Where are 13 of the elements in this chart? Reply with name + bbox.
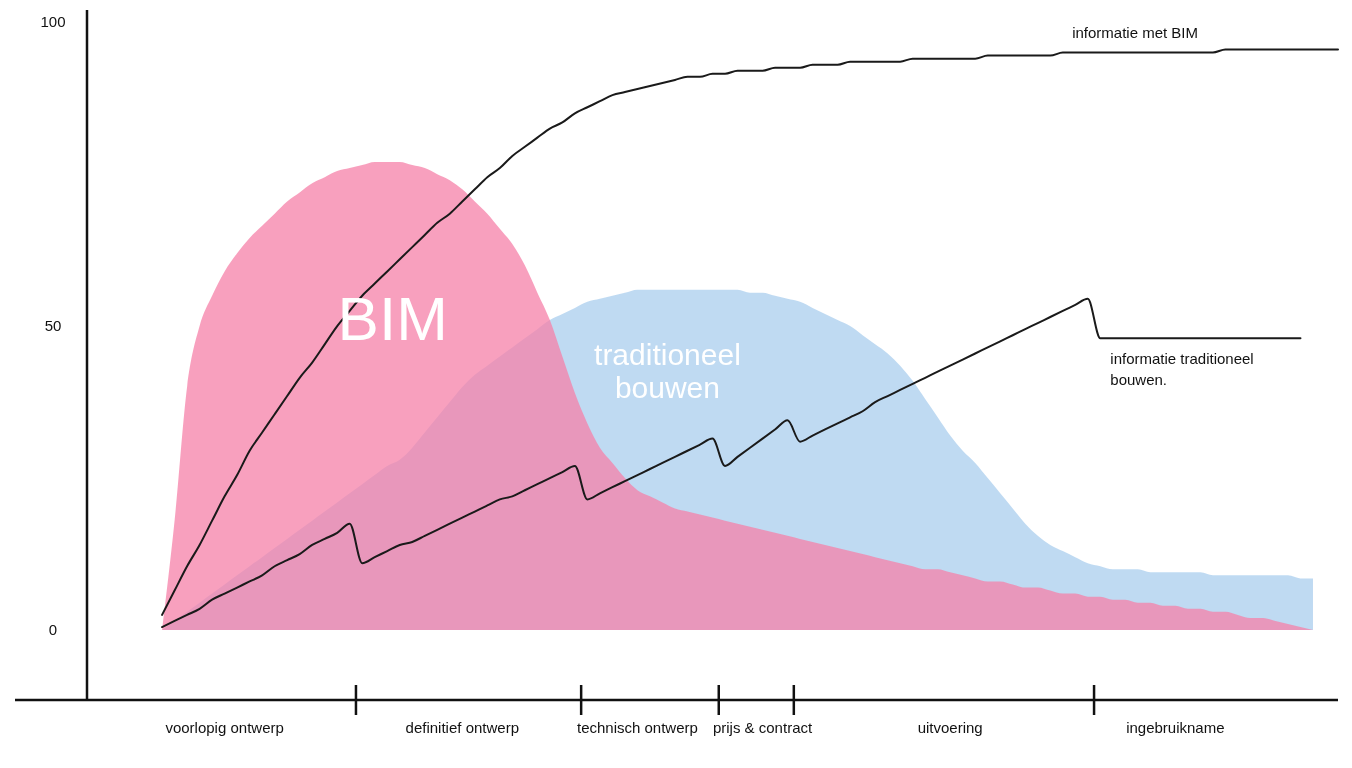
y-tick-label: 50 [44, 317, 62, 335]
x-tick-label: uitvoering [917, 719, 983, 736]
x-tick-label: prijs & contract [712, 719, 813, 736]
y-tick-label: 0 [48, 621, 58, 639]
series-label: traditioneel bouwen [594, 337, 741, 404]
series-label: informatie traditioneel bouwen. [1110, 350, 1254, 389]
x-tick-label: voorlopig ontwerp [165, 719, 284, 736]
x-tick-label: ingebruikname [1126, 719, 1225, 736]
x-tick-label: definitief ontwerp [405, 719, 519, 736]
series-label: informatie met BIM [1072, 23, 1198, 41]
x-tick-label: technisch ontwerp [576, 719, 698, 736]
y-tick-label: 100 [40, 13, 66, 31]
series-label: BIM [337, 283, 448, 353]
